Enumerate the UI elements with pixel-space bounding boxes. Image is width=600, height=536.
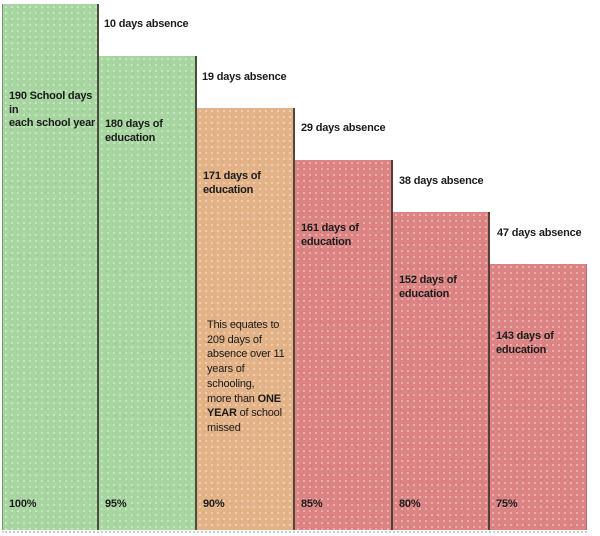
percent-label: 85%: [301, 498, 323, 510]
annotation-text: This equates to 209 days of absence over…: [207, 318, 291, 436]
absence-label: 10 days absence: [104, 18, 189, 30]
bar-90-percent: 171 days of education This equates to 20…: [197, 108, 295, 530]
education-label: 171 days of education: [203, 170, 261, 196]
percent-label: 95%: [105, 498, 127, 510]
bar-95-percent: 180 days of education 95%: [99, 56, 197, 530]
percent-label: 100%: [9, 498, 37, 510]
bar-85-percent: 161 days of education 85%: [295, 160, 393, 530]
bar-100-percent: 190 School days in each school year 100%: [2, 4, 99, 530]
bottom-edge-line: [2, 531, 587, 533]
percent-label: 80%: [399, 498, 421, 510]
annotation-post: of school missed: [207, 407, 282, 434]
percent-label: 75%: [496, 498, 518, 510]
education-label: 161 days of education: [301, 222, 359, 248]
education-label: 180 days of education: [105, 118, 163, 144]
bar-75-percent: 143 days of education 75%: [490, 264, 587, 530]
education-label: 190 School days in each school year: [9, 90, 96, 129]
absence-label: 19 days absence: [202, 71, 287, 83]
bar-80-percent: 152 days of education 80%: [393, 212, 490, 530]
absence-label: 47 days absence: [497, 227, 582, 239]
education-label: 152 days of education: [399, 274, 457, 300]
absence-label: 29 days absence: [301, 122, 386, 134]
education-label: 143 days of education: [496, 330, 554, 356]
percent-label: 90%: [203, 498, 225, 510]
annotation-pre: This equates to 209 days of absence over…: [207, 319, 285, 405]
absence-label: 38 days absence: [399, 175, 484, 187]
annotation-bold: ONE YEAR: [207, 392, 281, 420]
